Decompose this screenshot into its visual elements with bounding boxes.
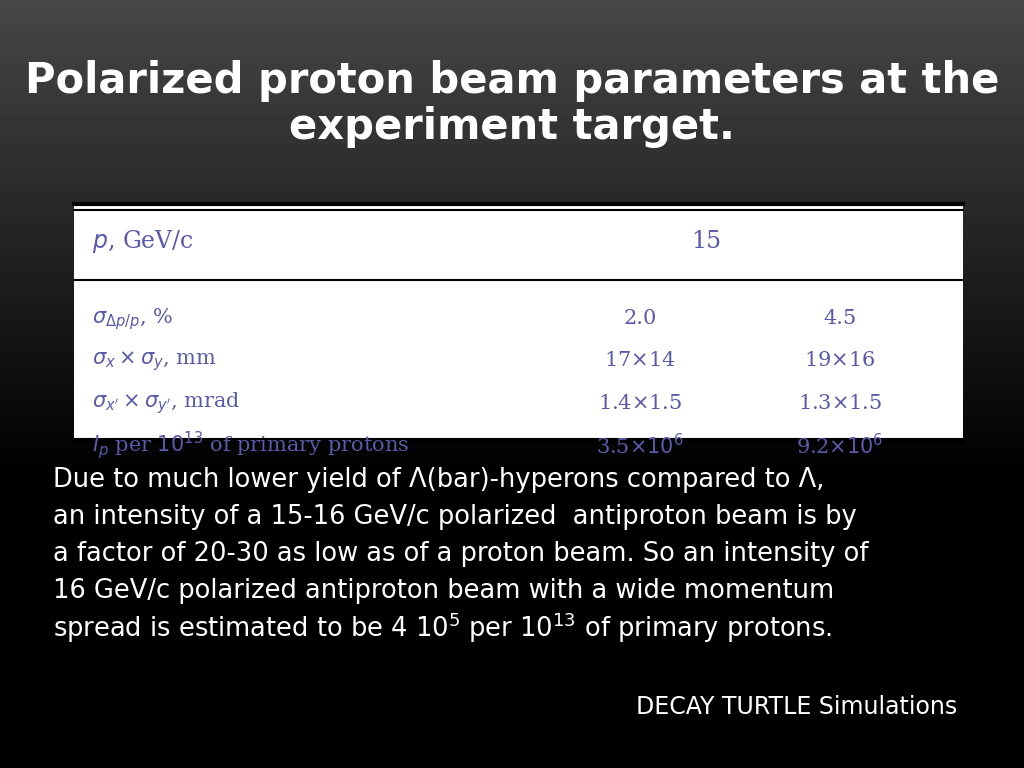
- Text: $\sigma_{x'} \times \sigma_{y'}$, mrad: $\sigma_{x'} \times \sigma_{y'}$, mrad: [92, 390, 241, 416]
- Text: 1.4$\times$1.5: 1.4$\times$1.5: [598, 394, 682, 412]
- Text: Polarized proton beam parameters at the: Polarized proton beam parameters at the: [25, 60, 999, 101]
- Text: $\sigma_{\Delta p/p}$, %: $\sigma_{\Delta p/p}$, %: [92, 306, 173, 332]
- Text: $\sigma_x \times \sigma_y$, mm: $\sigma_x \times \sigma_y$, mm: [92, 349, 217, 372]
- Text: 3.5$\times10^{6}$: 3.5$\times10^{6}$: [596, 433, 684, 458]
- Text: a factor of 20-30 as low as of a proton beam. So an intensity of: a factor of 20-30 as low as of a proton …: [53, 541, 868, 567]
- Text: 17$\times$14: 17$\times$14: [604, 352, 676, 370]
- Text: 15: 15: [691, 230, 722, 253]
- Text: experiment target.: experiment target.: [289, 106, 735, 147]
- Text: 1.3$\times$1.5: 1.3$\times$1.5: [798, 394, 882, 412]
- Text: 9.2$\times10^{6}$: 9.2$\times10^{6}$: [796, 433, 884, 458]
- Text: $p$, GeV/c: $p$, GeV/c: [92, 228, 195, 256]
- Text: an intensity of a 15-16 GeV/c polarized  antiproton beam is by: an intensity of a 15-16 GeV/c polarized …: [53, 504, 857, 530]
- Bar: [74, 204, 963, 442]
- Text: 19$\times$16: 19$\times$16: [804, 352, 876, 370]
- Text: 2.0: 2.0: [624, 310, 656, 328]
- Text: $I_p$ per $10^{13}$ of primary protons: $I_p$ per $10^{13}$ of primary protons: [92, 429, 410, 462]
- Text: 4.5: 4.5: [823, 310, 856, 328]
- Text: Due to much lower yield of Λ(bar)-hyperons compared to Λ,: Due to much lower yield of Λ(bar)-hypero…: [53, 467, 824, 493]
- Text: spread is estimated to be 4 10$^5$ per 10$^{13}$ of primary protons.: spread is estimated to be 4 10$^5$ per 1…: [53, 611, 833, 644]
- Text: 16 GeV/c polarized antiproton beam with a wide momentum: 16 GeV/c polarized antiproton beam with …: [53, 578, 835, 604]
- Text: DECAY TURTLE Simulations: DECAY TURTLE Simulations: [636, 694, 957, 719]
